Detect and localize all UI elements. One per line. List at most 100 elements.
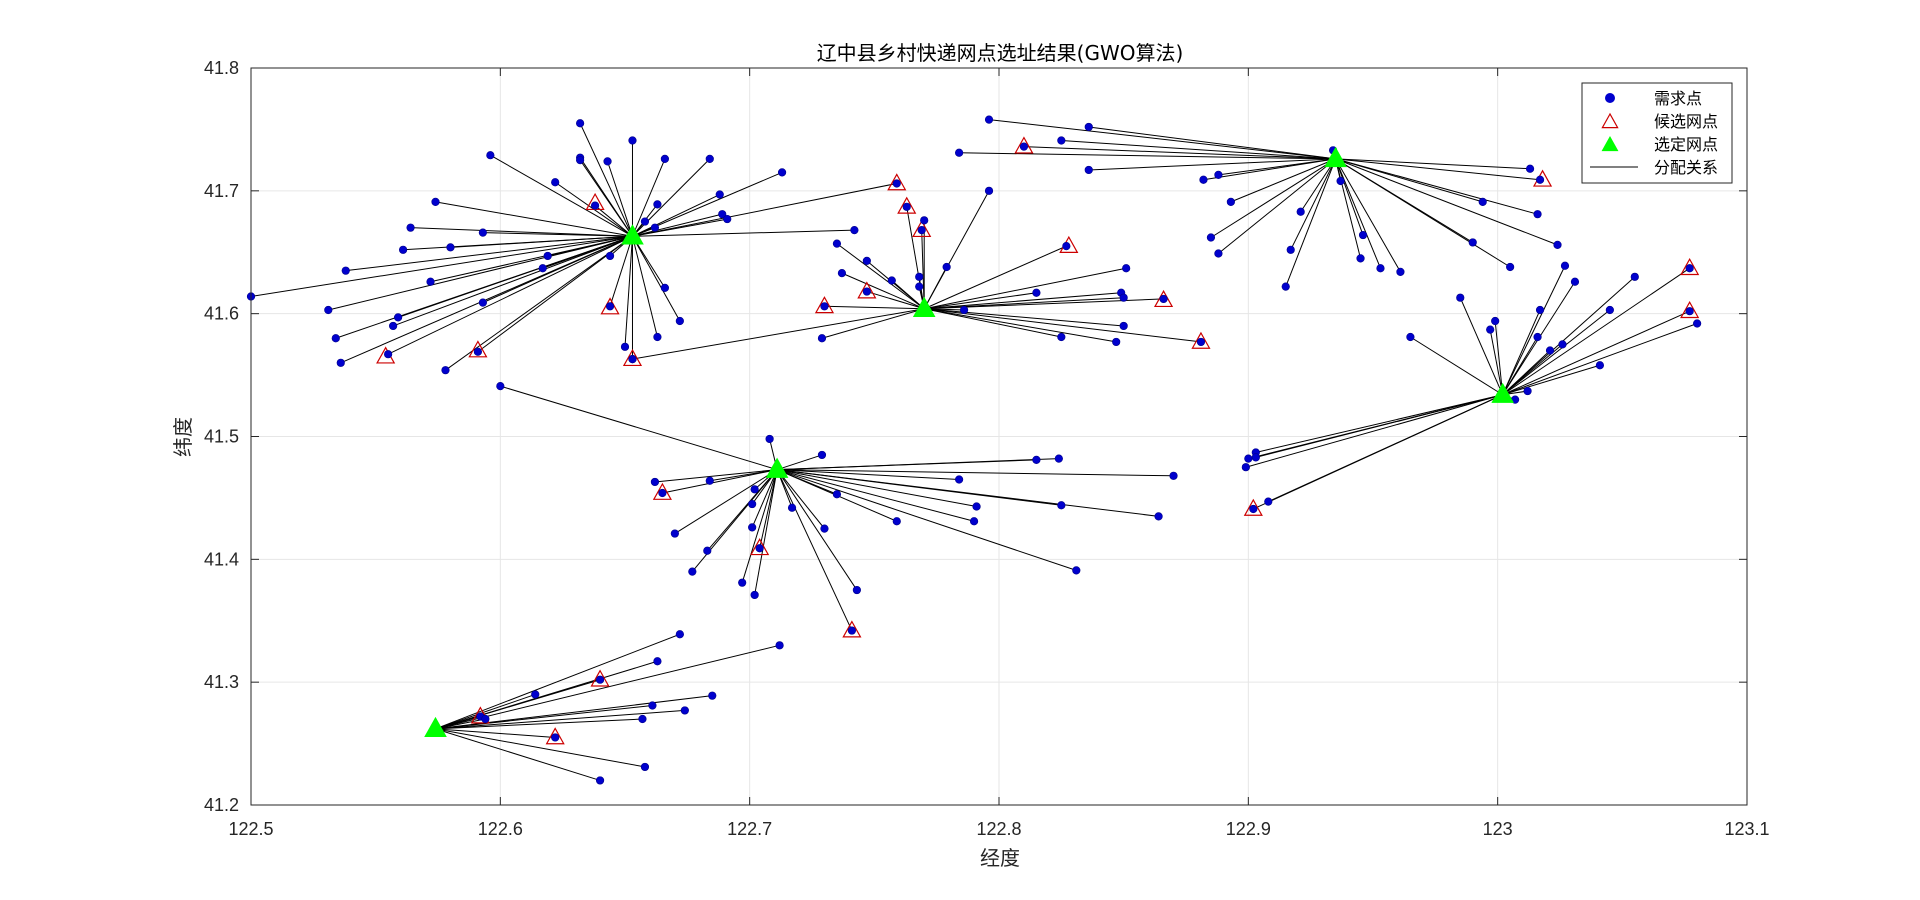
x-tick-label: 123 xyxy=(1483,819,1513,839)
assignment-line xyxy=(891,280,925,310)
candidate-point xyxy=(1191,331,1211,349)
legend-demand-marker xyxy=(1605,93,1615,103)
demand-point xyxy=(1478,197,1487,206)
demand-point xyxy=(1356,254,1365,263)
assignment-line xyxy=(1023,146,1336,160)
assignment-line xyxy=(1268,394,1503,503)
assignment-line xyxy=(250,235,633,297)
assignment-line xyxy=(776,469,858,591)
demand-point xyxy=(1251,453,1260,462)
demand-point xyxy=(1264,497,1273,506)
demand-point xyxy=(551,733,560,742)
candidate-point xyxy=(842,620,862,638)
demand-point xyxy=(1545,346,1555,355)
x-tick-label: 122.5 xyxy=(228,819,273,839)
demand-point xyxy=(1214,249,1223,258)
x-tick-label: 122.6 xyxy=(478,819,523,839)
assignment-line xyxy=(1335,158,1541,181)
assignment-line xyxy=(1088,126,1336,160)
assignment-line xyxy=(632,229,855,237)
assignment-line xyxy=(1335,158,1401,273)
demand-point xyxy=(675,316,684,326)
demand-point xyxy=(576,156,585,165)
assignment-line xyxy=(1502,310,1690,396)
demand-point xyxy=(1406,332,1415,342)
demand-point xyxy=(496,382,505,391)
candidate-point xyxy=(750,538,770,556)
demand-point xyxy=(1281,282,1290,291)
assignment-line xyxy=(1255,394,1503,458)
assignment-line xyxy=(959,152,1336,160)
assignment-line xyxy=(631,236,658,338)
assignment-line xyxy=(624,236,633,347)
axes-box xyxy=(250,67,1748,806)
demand-point xyxy=(1244,454,1253,463)
demand-point xyxy=(1057,501,1066,510)
demand-point xyxy=(775,641,784,650)
demand-point xyxy=(658,488,667,498)
candidate-point xyxy=(912,219,932,238)
demand-point xyxy=(892,179,901,188)
x-tick-label: 122.7 xyxy=(727,819,772,839)
demand-point xyxy=(628,136,637,145)
assignment-line xyxy=(662,469,778,494)
demand-point xyxy=(1535,175,1545,184)
demand-point xyxy=(959,305,969,315)
selected-site xyxy=(1491,382,1514,403)
assignment-line xyxy=(924,308,1062,338)
assignment-line xyxy=(776,469,975,522)
demand-point xyxy=(605,251,615,261)
assignment-line xyxy=(435,633,681,730)
legend-label-demand: 需求点 xyxy=(1654,89,1702,108)
demand-point xyxy=(1558,340,1567,349)
demand-point xyxy=(955,148,964,157)
demand-point xyxy=(984,186,994,195)
assignment-line xyxy=(410,227,633,237)
assignment-line xyxy=(632,236,681,322)
demand-point xyxy=(837,269,847,278)
demand-point xyxy=(847,626,856,635)
demand-point xyxy=(915,282,924,291)
selected-site xyxy=(424,716,447,738)
candidate-point xyxy=(814,296,835,314)
assignment-line xyxy=(777,469,1174,477)
demand-point xyxy=(1154,512,1163,521)
y-tick-label: 41.3 xyxy=(204,672,239,692)
demand-point xyxy=(688,567,697,576)
assignment-line xyxy=(387,235,633,355)
assignment-line xyxy=(924,267,1127,310)
demand-point xyxy=(1169,471,1178,480)
assignment-line xyxy=(435,728,556,738)
assignment-line xyxy=(1335,158,1362,259)
demand-point xyxy=(1214,170,1223,179)
demand-point xyxy=(705,154,714,163)
y-tick-label: 41.7 xyxy=(204,181,239,201)
x-tick-label: 122.9 xyxy=(1226,819,1271,839)
chart-title: 辽中县乡村快递网点选址结果(GWO算法) xyxy=(817,41,1184,65)
demand-point xyxy=(336,358,345,367)
assignment-line xyxy=(632,194,720,237)
demand-point xyxy=(640,217,650,226)
legend-selected-marker xyxy=(1601,135,1619,152)
assignment-line xyxy=(759,469,778,549)
demand-point xyxy=(750,485,759,494)
demand-point xyxy=(1506,262,1515,272)
candidate-point xyxy=(622,348,643,367)
assignment-line xyxy=(923,190,990,309)
legend-candidate-marker xyxy=(1601,112,1619,129)
candidate-point xyxy=(652,482,672,500)
demand-point xyxy=(660,154,669,163)
demand-point xyxy=(917,226,926,235)
demand-point xyxy=(1226,197,1235,206)
demand-point xyxy=(670,529,679,538)
demand-point xyxy=(1119,293,1128,302)
assignment-line xyxy=(1335,158,1558,246)
candidate-point xyxy=(1243,498,1263,516)
assignment-line xyxy=(988,119,1336,160)
demand-point xyxy=(892,517,901,526)
demand-point xyxy=(703,546,712,555)
assignment-line xyxy=(654,469,778,483)
demand-point xyxy=(1376,264,1385,273)
